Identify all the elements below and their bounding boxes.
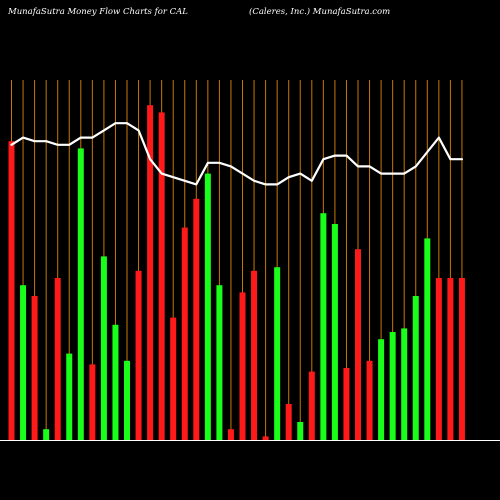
money-flow-bar-down (193, 198, 200, 440)
money-flow-bar-up (274, 267, 281, 440)
money-flow-bar-up (204, 173, 211, 440)
money-flow-bar-up (216, 285, 223, 440)
money-flow-bar-down (366, 360, 373, 440)
money-flow-bar-up (331, 224, 338, 440)
money-flow-bar-down (285, 404, 292, 440)
chart-company-label: (Caleres, Inc.) MunafaSutra.com (249, 7, 391, 17)
chart-header: MunafaSutra Money Flow Charts for CAL (C… (0, 0, 500, 22)
money-flow-bar-down (435, 278, 442, 440)
money-flow-bar-up (66, 353, 73, 440)
chart-title: MunafaSutra Money Flow Charts for CAL (8, 7, 188, 17)
trend-line-path (10, 122, 464, 186)
money-flow-bar-up (100, 256, 107, 440)
money-flow-bar-down (343, 368, 350, 440)
money-flow-bar-down (458, 278, 465, 440)
money-flow-bar-up (20, 285, 27, 440)
money-flow-bar-up (320, 213, 327, 440)
money-flow-bar-down (8, 141, 15, 440)
money-flow-bar-down (147, 105, 154, 440)
money-flow-bar-down (54, 278, 61, 440)
money-flow-bar-down (135, 270, 142, 440)
money-flow-bar-up (401, 328, 408, 440)
money-flow-bar-up (412, 296, 419, 440)
money-flow-bar-up (124, 360, 130, 440)
money-flow-bar-up (389, 332, 396, 440)
money-flow-bar-down (158, 112, 165, 441)
money-flow-bar-down (181, 227, 188, 440)
money-flow-bar-up (424, 238, 431, 440)
money-flow-bar-down (355, 249, 361, 440)
money-flow-bar-down (227, 429, 234, 440)
money-flow-bar-down (251, 270, 258, 440)
money-flow-bar-up (43, 429, 50, 440)
money-flow-bar-down (447, 278, 454, 440)
money-flow-bar-up (297, 422, 304, 440)
money-flow-bar-up (112, 324, 119, 440)
trend-line (10, 122, 464, 186)
money-flow-bars (0, 105, 500, 441)
money-flow-bar-down (31, 296, 38, 440)
money-flow-bar-up (378, 339, 385, 440)
money-flow-bar-down (239, 292, 246, 440)
money-flow-bar-up (77, 148, 84, 440)
money-flow-bar-down (170, 317, 177, 440)
money-flow-bar-down (262, 436, 269, 440)
money-flow-bar-down (89, 364, 96, 440)
money-flow-bar-down (308, 371, 315, 440)
